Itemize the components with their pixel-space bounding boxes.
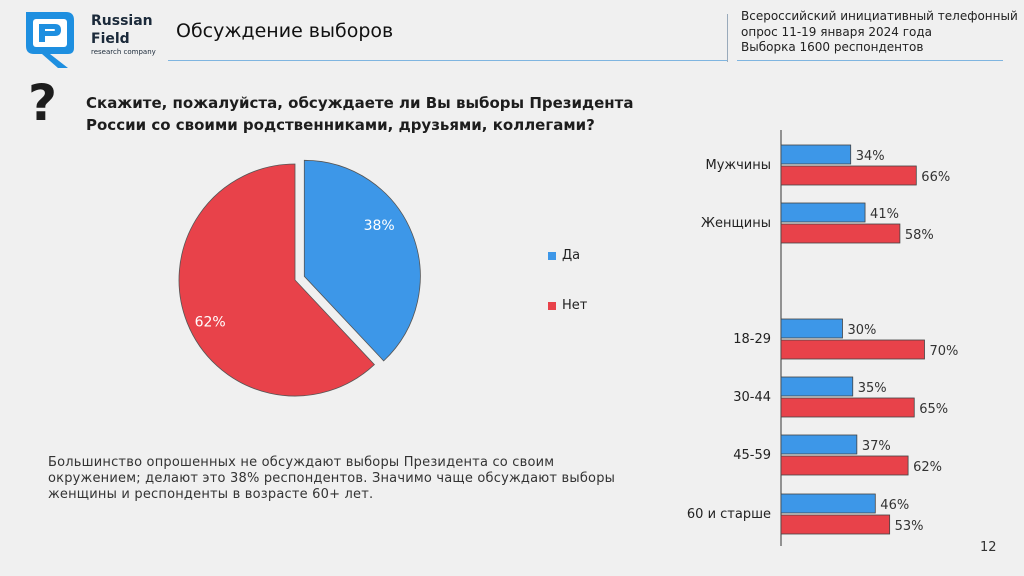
bar-no <box>780 223 901 244</box>
bar-yes <box>780 434 858 455</box>
bar-yes <box>780 376 854 397</box>
bar-category-label: 45-59 <box>733 448 771 463</box>
pie-slice-0 <box>303 159 421 362</box>
pie-slice-1 <box>178 163 375 397</box>
brand-name: Russian Field research company <box>91 12 156 56</box>
bar-value-label: 34% <box>856 149 885 164</box>
legend-label-no: Нет <box>562 298 588 313</box>
bar-yes <box>780 493 876 514</box>
page-number: 12 <box>980 540 997 555</box>
russian-field-logo <box>26 12 74 68</box>
brand-line-2: Field <box>91 31 130 47</box>
bar-category-label: Женщины <box>701 216 771 231</box>
legend-item-no: Нет <box>548 298 587 313</box>
bar-value-label: 46% <box>880 498 909 513</box>
legend-swatch-yes <box>548 251 556 260</box>
bar-yes <box>780 144 852 165</box>
bar-category-label: 30-44 <box>733 390 771 405</box>
survey-info: Всероссийский инициативный телефонный оп… <box>741 9 1018 56</box>
bar-no <box>780 339 925 360</box>
bar-no <box>780 514 891 535</box>
bar-yes <box>780 202 866 223</box>
pie-label-1: 62% <box>195 314 226 330</box>
bar-category-label: Мужчины <box>705 158 771 173</box>
bar-category-label: 18-29 <box>733 332 771 347</box>
bar-value-label: 41% <box>870 207 899 222</box>
info-divider <box>737 60 1003 61</box>
bar-value-label: 53% <box>895 519 924 534</box>
bar-no <box>780 455 909 476</box>
pie-label-0: 38% <box>364 218 395 234</box>
question-text: Скажите, пожалуйста, обсуждаете ли Вы вы… <box>86 94 634 134</box>
bar-value-label: 66% <box>921 170 950 185</box>
pie-chart: 38% 62% <box>178 159 421 397</box>
summary-text: Большинство опрошенных не обсуждают выбо… <box>48 455 616 502</box>
survey-info-line-2: опрос 11-19 января 2024 года <box>741 24 933 39</box>
survey-info-line-1: Всероссийский инициативный телефонный <box>741 9 1018 23</box>
header-vertical-divider <box>727 14 728 62</box>
survey-info-line-3: Выборка 1600 респондентов <box>741 40 924 54</box>
bar-value-label: 62% <box>913 460 942 475</box>
bar-no <box>780 397 915 418</box>
title-divider <box>168 60 728 61</box>
question-mark-icon: ? <box>28 74 58 132</box>
bar-chart: Мужчины 34% 66% Женщины 41% 58% 18-29 30% 70% 30-… <box>687 130 959 546</box>
brand-subtitle: research company <box>91 48 156 56</box>
bar-value-label: 70% <box>930 344 959 359</box>
bar-no <box>780 165 917 186</box>
brand-line-1: Russian <box>91 13 153 29</box>
bar-value-label: 58% <box>905 228 934 243</box>
legend-label-yes: Да <box>562 248 581 263</box>
slide-title: Обсуждение выборов <box>176 20 394 42</box>
legend-swatch-no <box>548 301 556 310</box>
bar-category-label: 60 и старше <box>687 507 771 522</box>
bar-value-label: 37% <box>862 439 891 454</box>
bar-value-label: 65% <box>919 402 948 417</box>
legend-item-yes: Да <box>548 248 580 263</box>
bar-value-label: 35% <box>858 381 887 396</box>
bar-value-label: 30% <box>848 323 877 338</box>
bar-yes <box>780 318 843 339</box>
